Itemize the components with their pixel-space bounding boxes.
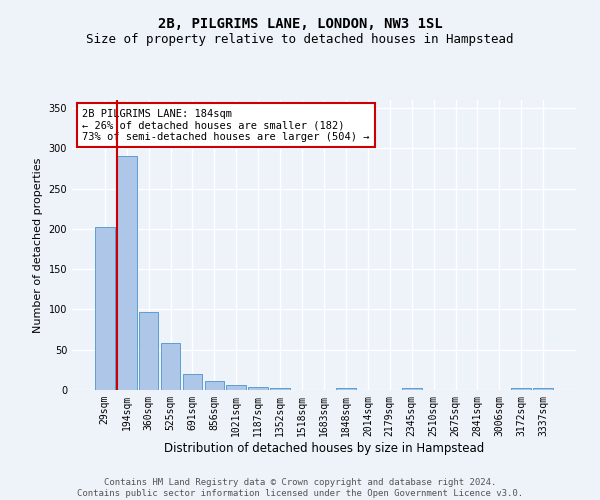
Bar <box>95 228 115 390</box>
Bar <box>117 156 137 390</box>
Bar <box>205 381 224 390</box>
Y-axis label: Number of detached properties: Number of detached properties <box>33 158 43 332</box>
Bar <box>139 312 158 390</box>
X-axis label: Distribution of detached houses by size in Hampstead: Distribution of detached houses by size … <box>164 442 484 454</box>
Bar <box>336 388 356 390</box>
Bar <box>248 387 268 390</box>
Bar <box>161 344 181 390</box>
Text: 2B, PILGRIMS LANE, LONDON, NW3 1SL: 2B, PILGRIMS LANE, LONDON, NW3 1SL <box>158 18 442 32</box>
Bar <box>182 374 202 390</box>
Bar <box>533 388 553 390</box>
Text: 2B PILGRIMS LANE: 184sqm
← 26% of detached houses are smaller (182)
73% of semi-: 2B PILGRIMS LANE: 184sqm ← 26% of detach… <box>82 108 370 142</box>
Text: Contains HM Land Registry data © Crown copyright and database right 2024.
Contai: Contains HM Land Registry data © Crown c… <box>77 478 523 498</box>
Text: Size of property relative to detached houses in Hampstead: Size of property relative to detached ho… <box>86 32 514 46</box>
Bar <box>270 388 290 390</box>
Bar <box>402 388 422 390</box>
Bar <box>226 385 246 390</box>
Bar <box>511 388 531 390</box>
